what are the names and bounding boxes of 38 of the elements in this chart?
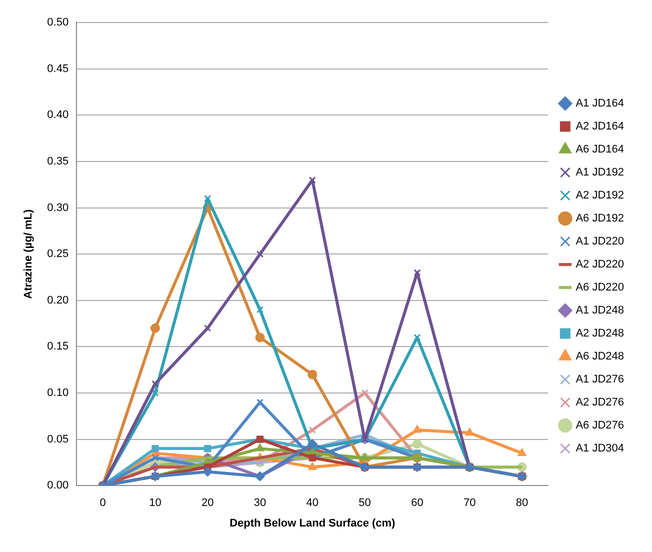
x-tick-label: 30 xyxy=(254,497,266,510)
y-tick-label: 0.40 xyxy=(47,109,69,122)
legend-label: A1 JD304 xyxy=(576,442,624,455)
y-tick-label: 0.35 xyxy=(47,156,69,168)
y-tick-label: 0.50 xyxy=(47,16,69,29)
legend-label: A1 JD276 xyxy=(576,374,624,386)
y-tick-label: 0.20 xyxy=(47,294,69,306)
x-tick-label: 10 xyxy=(149,497,162,510)
legend-label: A2 JD248 xyxy=(576,328,624,340)
legend-label: A1 JD192 xyxy=(576,166,624,179)
legend-label: A2 JD276 xyxy=(576,396,624,409)
y-axis-title: Atrazine (µg/ mL) xyxy=(22,209,35,299)
y-tick-label: 0.00 xyxy=(47,480,69,492)
y-tick-label: 0.15 xyxy=(47,340,69,353)
y-tick-label: 0.10 xyxy=(47,387,69,400)
x-tick-label: 50 xyxy=(358,497,371,510)
x-tick-label: 80 xyxy=(516,497,528,510)
legend-label: A6 JD220 xyxy=(576,282,624,294)
legend-label: A6 JD276 xyxy=(576,420,624,432)
y-tick-label: 0.30 xyxy=(47,202,69,214)
x-tick-label: 0 xyxy=(100,497,106,510)
x-tick-label: 20 xyxy=(201,497,214,510)
x-axis-title: Depth Below Land Surface (cm) xyxy=(230,517,396,530)
legend-label: A2 JD220 xyxy=(576,258,624,271)
x-tick-label: 70 xyxy=(463,497,476,510)
legend-label: A2 JD164 xyxy=(576,120,624,133)
y-tick-label: 0.05 xyxy=(47,433,69,446)
y-tick-label: 0.25 xyxy=(47,248,69,260)
legend-label: A6 JD164 xyxy=(576,144,624,156)
legend-label: A1 JD164 xyxy=(576,98,624,110)
legend-label: A1 JD220 xyxy=(576,236,624,248)
y-tick-label: 0.45 xyxy=(47,62,69,75)
legend-label: A1 JD248 xyxy=(576,304,624,317)
x-tick-label: 40 xyxy=(306,497,319,510)
legend-label: A6 JD248 xyxy=(576,350,624,363)
legend-label: A2 JD192 xyxy=(576,190,624,202)
legend-label: A6 JD192 xyxy=(576,212,624,225)
x-tick-label: 60 xyxy=(411,497,424,510)
